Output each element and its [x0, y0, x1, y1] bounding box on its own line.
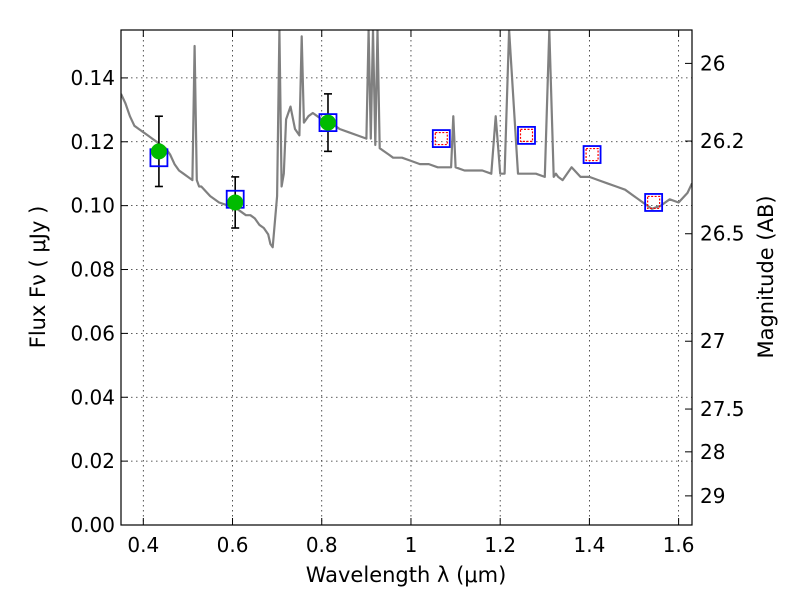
x-tick-label: 0.8 [306, 533, 338, 557]
upper-limit-marker [647, 195, 661, 210]
observed-flux-point [319, 114, 336, 131]
y-tick-label: 0.12 [70, 130, 115, 154]
x-tick-label: 1.4 [573, 533, 605, 557]
plot-frame [120, 29, 693, 526]
x-tick-label: 1.6 [663, 533, 695, 557]
right-axis-title: Magnitude (AB) [754, 195, 778, 358]
axis-ticks: 0.4 0.6 0.8 1 1.2 1.4 1.6 0.00 0.02 0.04 0.06 0.08 0… [70, 30, 745, 557]
right-tick-label: 27 [700, 329, 725, 353]
right-tick-label: 27.5 [700, 397, 745, 421]
x-axis-title: Wavelength λ (μm) [306, 563, 507, 587]
plot-area [121, 30, 692, 249]
y-tick-label: 0.14 [70, 66, 115, 90]
x-tick-label: 1 [405, 533, 418, 557]
upper-limit-marker [434, 131, 448, 146]
observed-flux-point [150, 143, 167, 160]
sed-model-line [121, 30, 692, 249]
x-tick-label: 0.4 [127, 533, 159, 557]
right-tick-label: 26 [700, 51, 725, 75]
y-axis-title: Flux Fν ( μJy ) [26, 206, 50, 349]
upper-limit-marker [519, 128, 534, 142]
model-photometry-square [318, 113, 338, 133]
x-tick-label: 0.6 [217, 533, 249, 557]
right-tick-label: 26.2 [700, 129, 745, 153]
y-tick-label: 0.04 [70, 385, 115, 409]
y-tick-label: 0.08 [70, 258, 115, 282]
model-photometry-square [431, 129, 451, 148]
observed-flux-point [227, 194, 244, 211]
x-tick-label: 1.2 [484, 533, 516, 557]
right-tick-label: 29 [700, 484, 725, 508]
grid [121, 30, 692, 526]
model-photometry-square [582, 145, 602, 164]
upper-limit-marker [585, 147, 599, 162]
right-tick-label: 26.5 [700, 222, 745, 246]
y-tick-label: 0.00 [70, 513, 115, 537]
model-photometry-square [517, 125, 536, 145]
right-tick-label: 28 [700, 440, 725, 464]
y-tick-label: 0.02 [70, 449, 115, 473]
y-tick-label: 0.06 [70, 321, 115, 345]
y-tick-label: 0.10 [70, 194, 115, 218]
model-photometry-square [644, 193, 664, 212]
